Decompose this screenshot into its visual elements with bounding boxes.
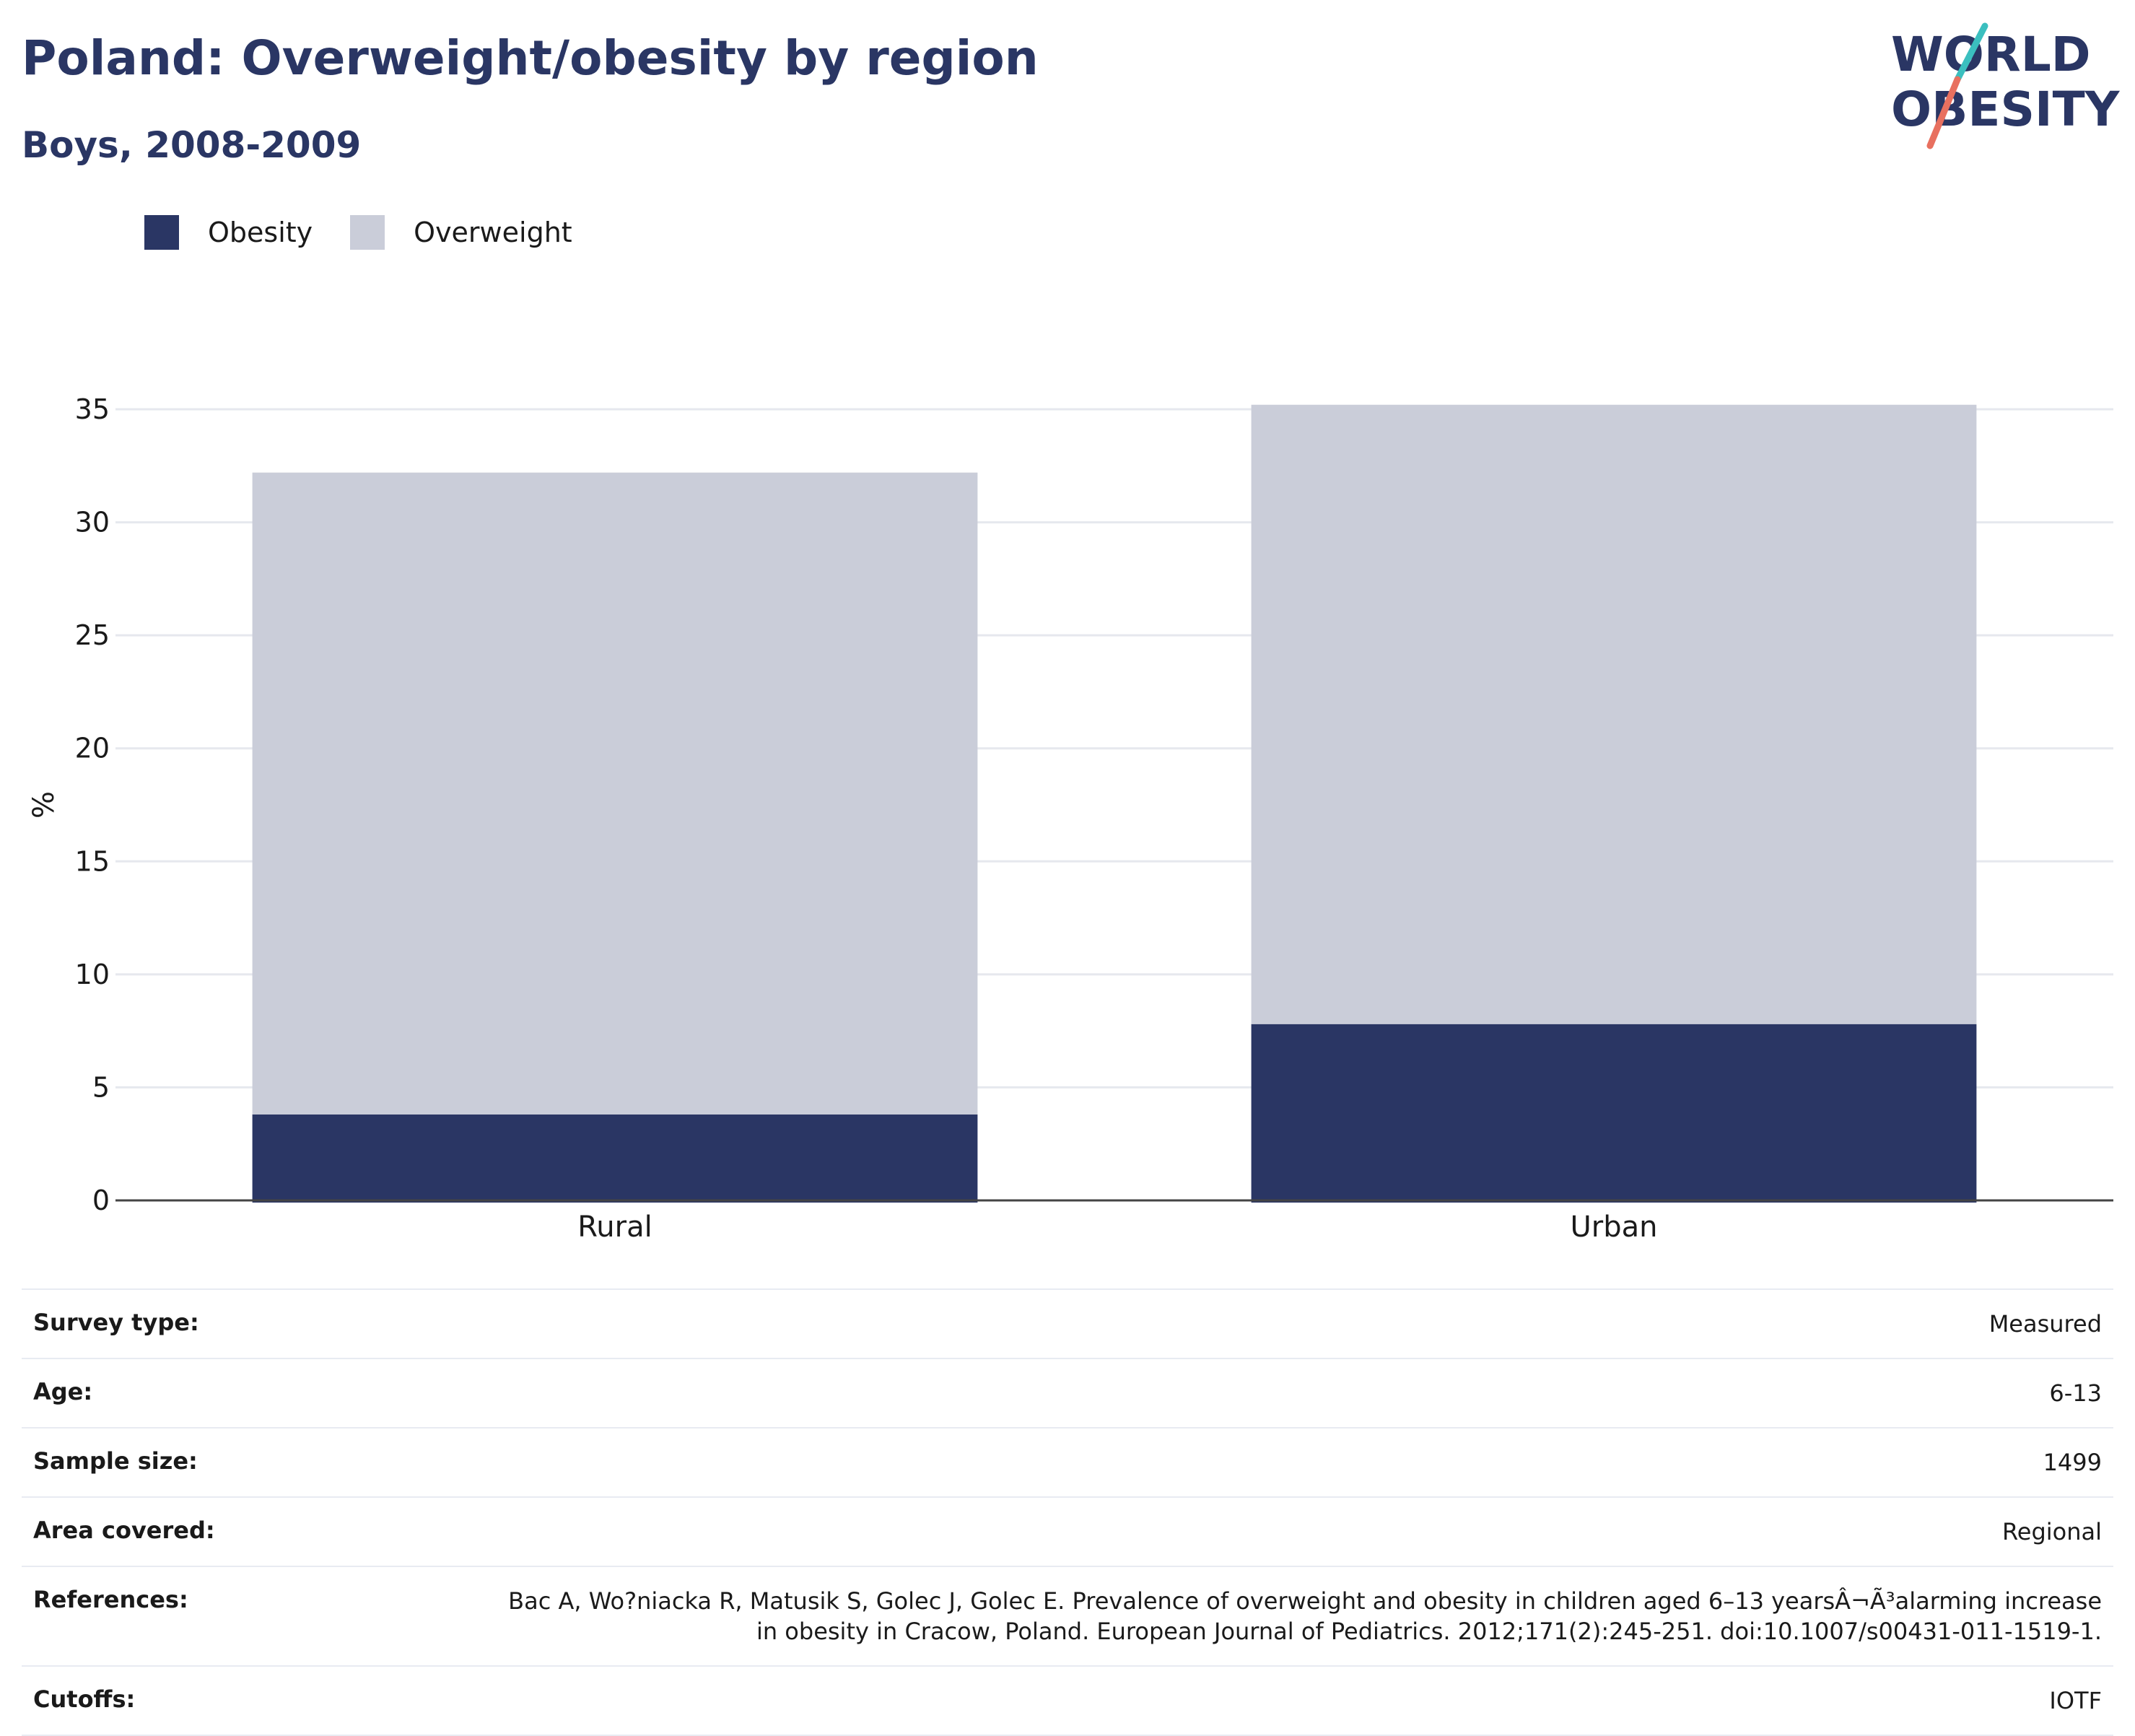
info-key: Sample size: bbox=[22, 1427, 478, 1497]
info-row: Cutoffs: IOTF bbox=[22, 1665, 2113, 1736]
chart-title: Poland: Overweight/obesity by region bbox=[22, 30, 1039, 86]
logo-slash-coral bbox=[1926, 76, 1961, 149]
info-key: Survey type: bbox=[22, 1288, 478, 1358]
y-axis-ticks: 0 5 10 15 20 25 30 35 bbox=[75, 393, 110, 1216]
legend-swatch-obesity bbox=[144, 215, 179, 250]
legend-swatch-overweight bbox=[350, 215, 385, 250]
y-tick-label: 30 bbox=[75, 507, 110, 538]
info-row: Age: 6-13 bbox=[22, 1358, 2113, 1428]
info-row: References: Bac A, Wo?niacka R, Matusik S… bbox=[22, 1566, 2113, 1666]
y-tick-label: 35 bbox=[75, 393, 110, 425]
logo-slash-teal bbox=[1954, 22, 1988, 83]
info-value: Measured bbox=[478, 1288, 2113, 1358]
legend-item-overweight[interactable]: Overweight bbox=[350, 215, 572, 250]
survey-info-table: Survey type: Measured Age: 6-13 Sample size:… bbox=[22, 1288, 2113, 1736]
info-value: Bac A, Wo?niacka R, Matusik S, Golec J, … bbox=[478, 1566, 2113, 1666]
info-key: References: bbox=[22, 1566, 478, 1666]
info-row: Area covered: Regional bbox=[22, 1496, 2113, 1566]
info-value: IOTF bbox=[478, 1665, 2113, 1736]
y-axis-label: % bbox=[27, 791, 61, 819]
bar-overweight-urban[interactable] bbox=[1251, 404, 1977, 1024]
stacked-bar-chart: 0 5 10 15 20 25 30 35 Rural Urban % bbox=[27, 393, 2113, 1244]
info-key: Cutoffs: bbox=[22, 1665, 478, 1736]
y-tick-label: 5 bbox=[92, 1071, 110, 1103]
bar-obesity-urban[interactable] bbox=[1251, 1024, 1977, 1203]
logo-line2: OBESITY bbox=[1891, 82, 2121, 137]
info-key: Area covered: bbox=[22, 1496, 478, 1566]
x-category-label: Urban bbox=[1571, 1211, 1658, 1244]
logo-line1: WORLD bbox=[1891, 27, 2091, 82]
y-tick-label: 15 bbox=[75, 845, 110, 877]
info-value: 1499 bbox=[478, 1427, 2113, 1497]
world-obesity-logo: WORLD OBESITY bbox=[1891, 22, 2121, 149]
info-row: Survey type: Measured bbox=[22, 1288, 2113, 1358]
legend-label-obesity: Obesity bbox=[208, 217, 313, 248]
info-value: 6-13 bbox=[478, 1358, 2113, 1428]
chart-subtitle: Boys, 2008-2009 bbox=[22, 124, 362, 166]
info-key: Age: bbox=[22, 1358, 478, 1428]
x-axis-labels: Rural Urban bbox=[577, 1211, 1657, 1244]
y-tick-label: 25 bbox=[75, 619, 110, 651]
info-value: Regional bbox=[478, 1496, 2113, 1566]
legend-item-obesity[interactable]: Obesity bbox=[144, 215, 313, 250]
y-tick-label: 10 bbox=[75, 959, 110, 990]
info-row: Sample size: 1499 bbox=[22, 1427, 2113, 1497]
bar-overweight-rural[interactable] bbox=[252, 472, 978, 1115]
y-tick-label: 20 bbox=[75, 733, 110, 764]
legend-label-overweight: Overweight bbox=[414, 217, 572, 248]
x-category-label: Rural bbox=[577, 1211, 652, 1244]
legend: Obesity Overweight bbox=[144, 215, 610, 250]
bars bbox=[252, 404, 1977, 1203]
y-tick-label: 0 bbox=[92, 1185, 110, 1216]
bar-obesity-rural[interactable] bbox=[252, 1115, 978, 1203]
